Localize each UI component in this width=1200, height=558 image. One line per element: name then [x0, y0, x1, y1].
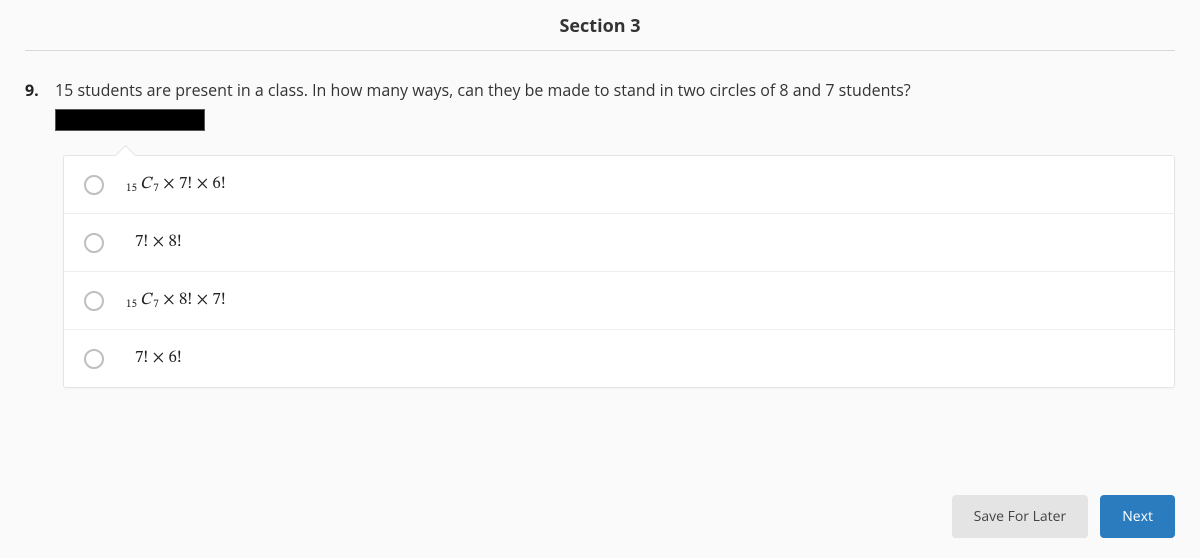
question-number: 9. — [25, 79, 55, 101]
question-row: 9. 15 students are present in a class. I… — [25, 79, 1175, 131]
radio-icon[interactable] — [84, 233, 104, 253]
option-label: 15 C 7 × 8! × 7! — [126, 290, 226, 311]
option-sym: C — [140, 290, 151, 311]
option-row[interactable]: 7! × 8! — [64, 213, 1174, 271]
redacted-region — [55, 109, 205, 131]
save-for-later-button[interactable]: Save For Later — [952, 495, 1089, 538]
footer-actions: Save For Later Next — [952, 495, 1175, 538]
options-card: 15 C 7 × 7! × 6! 7! × 8! 15 — [63, 155, 1175, 388]
page: Section 3 9. 15 students are present in … — [0, 0, 1200, 558]
question-container: 9. 15 students are present in a class. I… — [0, 51, 1200, 388]
option-row[interactable]: 15 C 7 × 7! × 6! — [64, 156, 1174, 213]
option-label: 7! × 8! — [126, 232, 182, 253]
radio-icon[interactable] — [84, 175, 104, 195]
option-tail: × 7! × 6! — [163, 174, 226, 195]
section-title: Section 3 — [0, 0, 1200, 50]
option-presub: 15 — [126, 182, 137, 196]
option-sym: C — [140, 174, 151, 195]
option-row[interactable]: 7! × 6! — [64, 329, 1174, 387]
question-text: 15 students are present in a class. In h… — [55, 79, 1175, 101]
option-tail: 7! × 6! — [135, 348, 182, 369]
option-postsub: 7 — [153, 182, 158, 196]
option-tail: × 8! × 7! — [163, 290, 226, 311]
question-body: 15 students are present in a class. In h… — [55, 79, 1175, 131]
option-postsub: 7 — [153, 298, 158, 312]
option-row[interactable]: 15 C 7 × 8! × 7! — [64, 271, 1174, 329]
next-button[interactable]: Next — [1100, 495, 1175, 538]
radio-icon[interactable] — [84, 291, 104, 311]
option-tail: 7! × 8! — [135, 232, 182, 253]
radio-icon[interactable] — [84, 349, 104, 369]
option-label: 7! × 6! — [126, 348, 182, 369]
option-label: 15 C 7 × 7! × 6! — [126, 174, 226, 195]
option-presub: 15 — [126, 298, 137, 312]
